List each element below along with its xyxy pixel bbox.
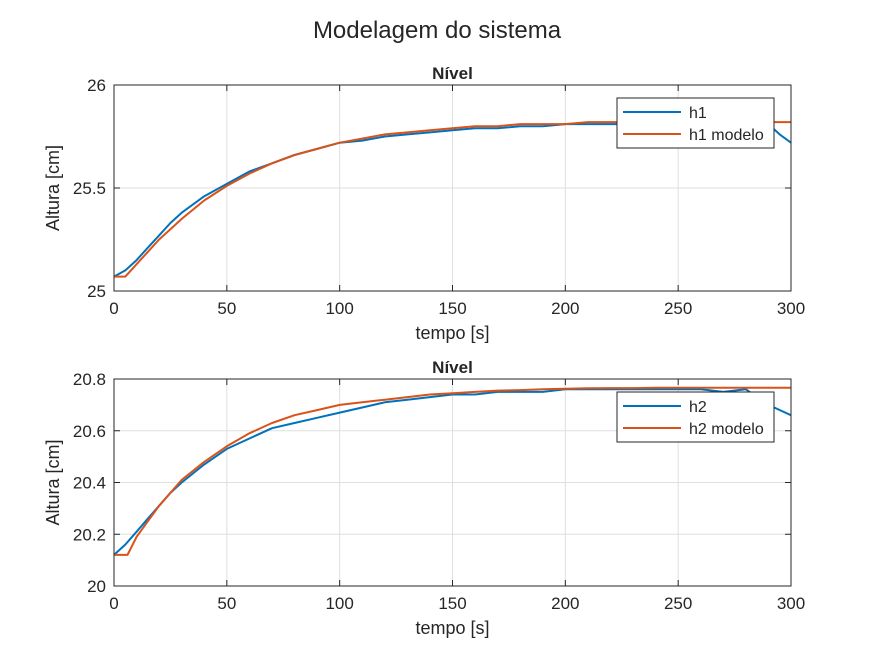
x-tick-label: 250 <box>664 299 692 318</box>
x-axis-label: tempo [s] <box>415 323 489 343</box>
legend-box <box>616 97 775 149</box>
y-tick-label: 25.5 <box>73 179 106 198</box>
subplot-title: Nível <box>432 64 473 83</box>
x-tick-label: 50 <box>217 299 236 318</box>
x-tick-label: 0 <box>109 594 118 613</box>
x-tick-label: 300 <box>777 299 805 318</box>
x-tick-label: 100 <box>325 594 353 613</box>
legend: h1 h1 modelo <box>616 97 775 149</box>
subplot-title: Nível <box>432 358 473 377</box>
x-tick-label: 100 <box>325 299 353 318</box>
subplot-top: 0 50 100 150 200 250 300 25 25.5 26 Nível tempo [s]… <box>43 64 805 343</box>
x-tick-label: 200 <box>551 299 579 318</box>
x-tick-label: 0 <box>109 299 118 318</box>
subplot-bottom: 0 50 100 150 200 250 300 20 20.2 20.4 20.6 20.8 Níve… <box>43 358 805 638</box>
y-tick-label: 26 <box>87 76 106 95</box>
y-tick-label: 25 <box>87 282 106 301</box>
y-tick-label: 20.4 <box>73 474 106 493</box>
y-tick-label: 20.2 <box>73 525 106 544</box>
x-axis-label: tempo [s] <box>415 618 489 638</box>
series-line-h2-modelo <box>114 386 791 556</box>
legend-box <box>616 391 775 443</box>
y-tick-label: 20.6 <box>73 422 106 441</box>
x-tick-label: 50 <box>217 594 236 613</box>
y-tick-label: 20 <box>87 577 106 596</box>
figure-title: Modelagem do sistema <box>313 17 562 44</box>
x-tick-label: 250 <box>664 594 692 613</box>
x-tick-label: 200 <box>551 594 579 613</box>
x-tick-label: 150 <box>438 594 466 613</box>
y-axis-label: Altura [cm] <box>43 145 63 231</box>
x-tick-label: 150 <box>438 299 466 318</box>
y-axis-label: Altura [cm] <box>43 439 63 525</box>
legend-label: h2 <box>689 399 707 416</box>
y-tick-label: 20.8 <box>73 370 106 389</box>
legend-label: h1 modelo <box>689 127 764 144</box>
legend: h2 h2 modelo <box>616 391 775 443</box>
legend-label: h2 modelo <box>689 421 764 438</box>
x-tick-label: 300 <box>777 594 805 613</box>
legend-label: h1 <box>689 105 707 122</box>
